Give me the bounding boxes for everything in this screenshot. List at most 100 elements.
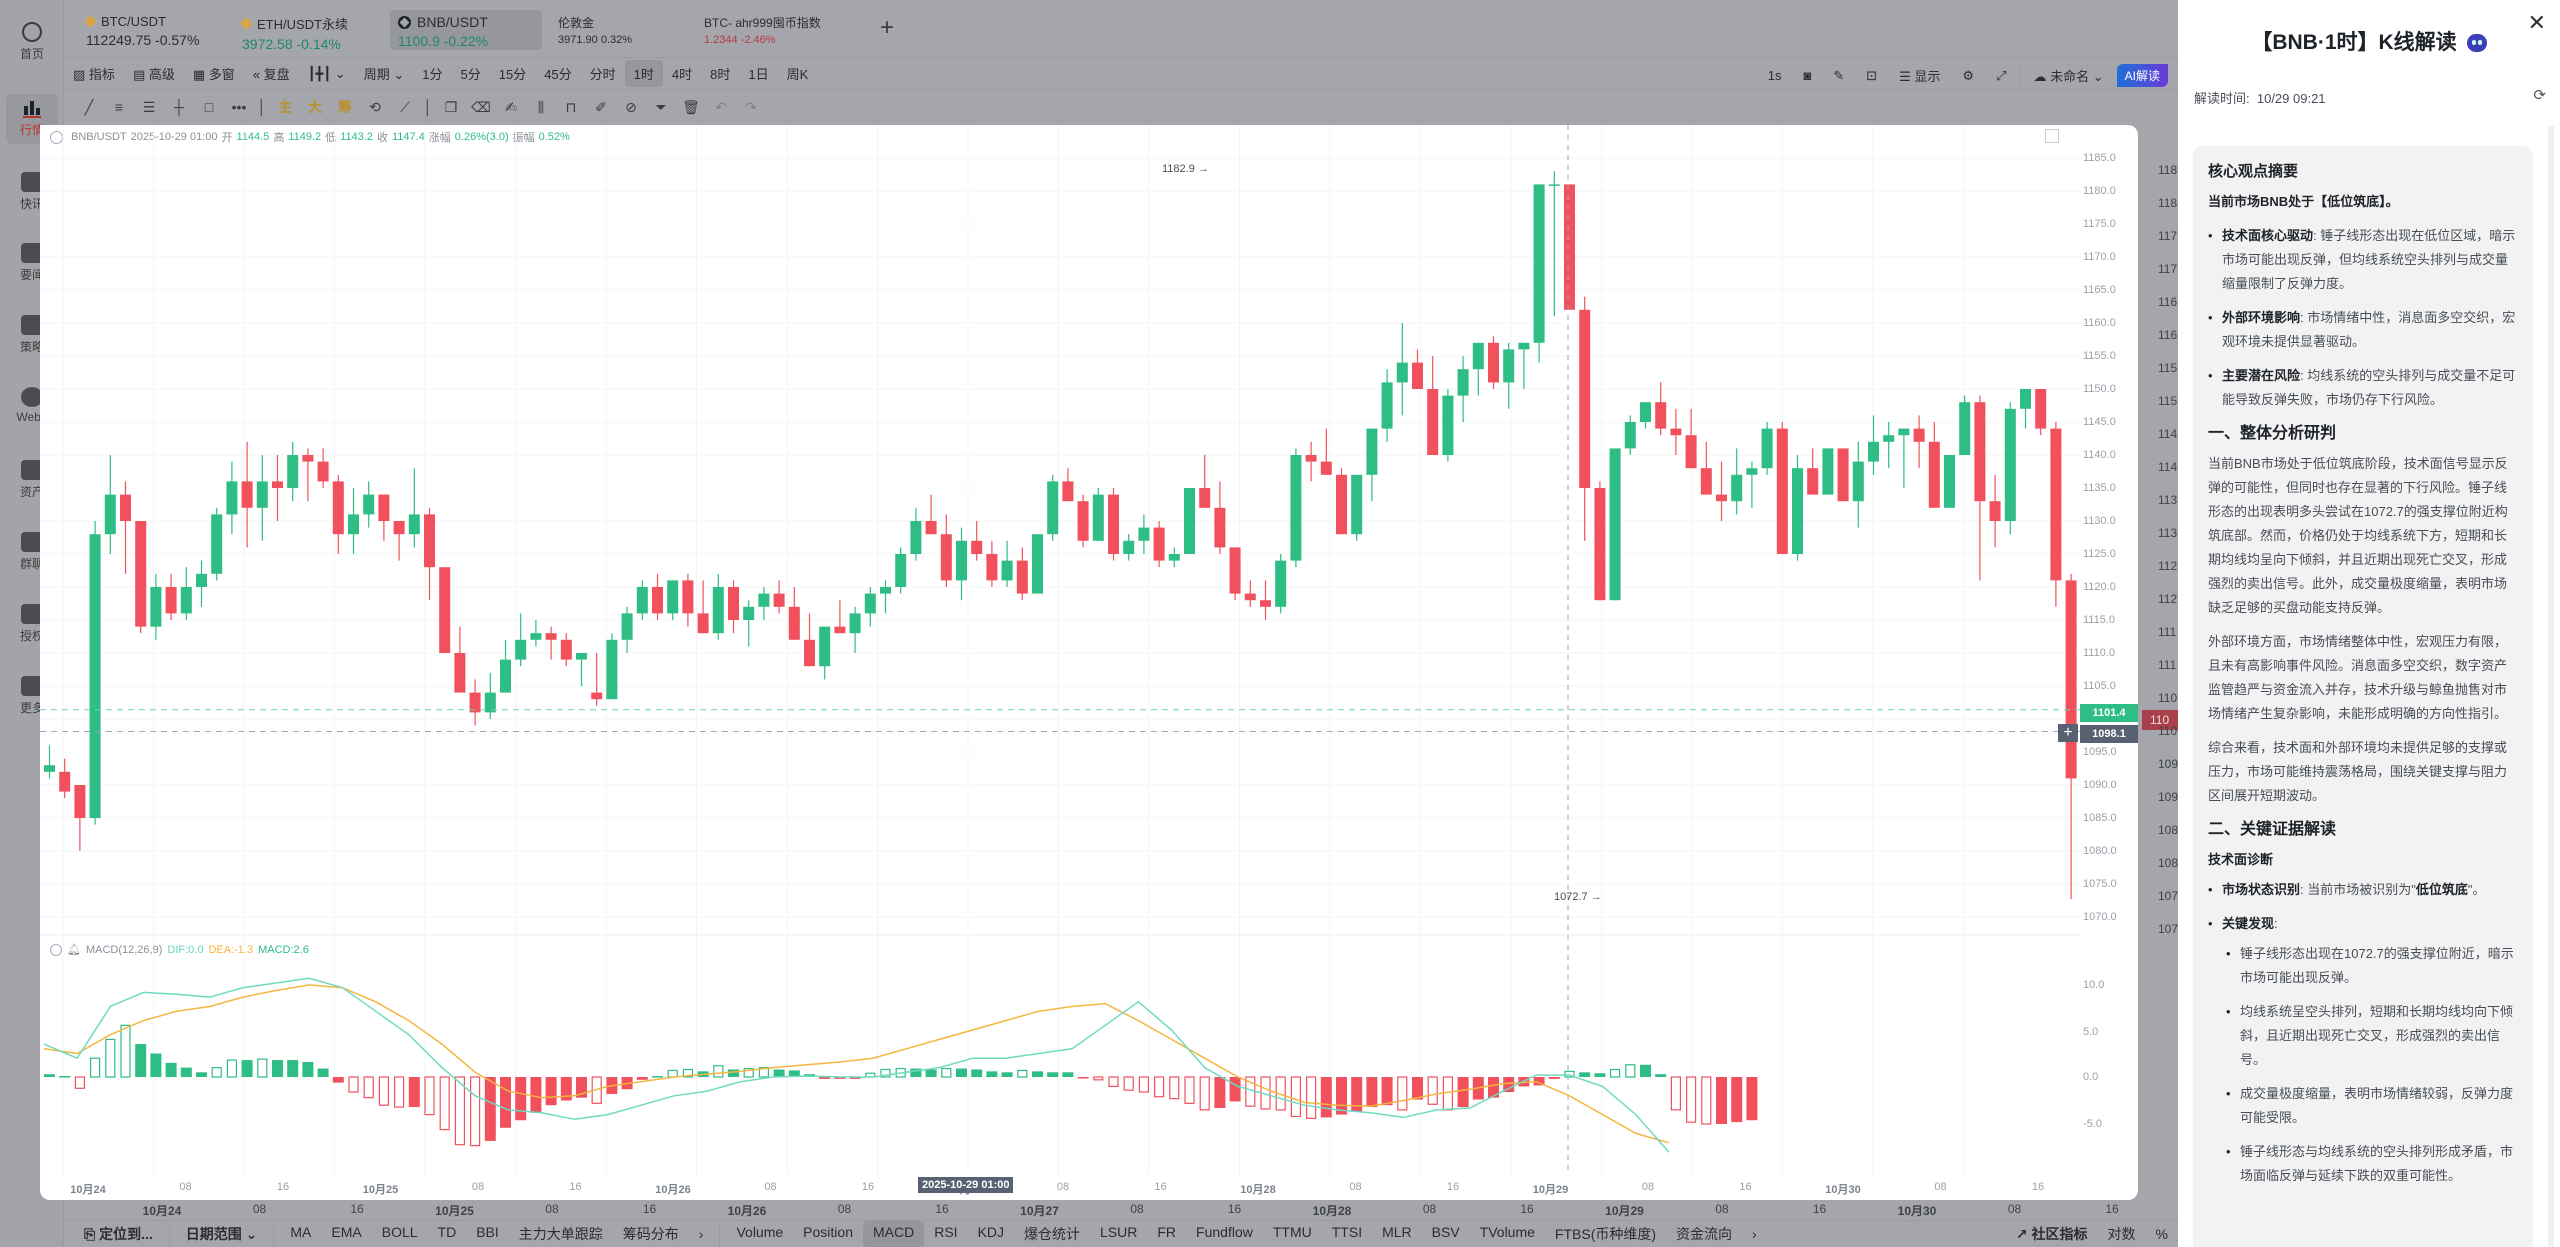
ticker-tab-bnb[interactable]: BNB/USDT 1100.9 -0.22% (390, 10, 542, 50)
interval-1w[interactable]: 周K (786, 67, 809, 82)
sidebar-item-web3[interactable]: Web3 (0, 387, 64, 424)
ticker-tab-ahr999[interactable]: BTC- ahr999囤币指数 1.2344 -2.46% (704, 16, 821, 46)
ticker-tab-btc[interactable]: BTC/USDT 112249.75 -0.57% (84, 14, 200, 48)
interval-timeline[interactable]: 分时 (589, 67, 616, 82)
parallel-lines-icon[interactable]: ≡ (114, 99, 124, 115)
percent-scale-toggle[interactable]: % (2155, 1226, 2168, 1242)
sub-indicator-rsi[interactable]: RSI (934, 1224, 958, 1240)
sub-indicator-lsur[interactable]: LSUR (1100, 1224, 1138, 1240)
eraser-icon[interactable]: ⌫ (471, 98, 491, 115)
display-button[interactable]: ☰ 显示 (1899, 69, 1941, 84)
sidebar-item-strategy[interactable]: 策略 (0, 315, 64, 355)
fullscreen-icon[interactable]: ⤢ (1996, 67, 2007, 83)
sidebar-item-chat[interactable]: 群聊 (0, 532, 64, 572)
log-scale-toggle[interactable]: 对数 (2107, 1226, 2136, 1242)
horizontal-line-icon[interactable]: ┼ (174, 99, 184, 115)
main-indicator-0[interactable]: MA (290, 1224, 312, 1240)
sub-indicator-volume[interactable]: Volume (736, 1224, 784, 1240)
chart-type-dropdown[interactable]: ┃╋┃ ⌄ (299, 62, 355, 86)
sub-indicator-kdj[interactable]: KDJ (977, 1224, 1005, 1240)
undo-icon[interactable]: ↶ (715, 98, 727, 115)
sub-indicator-fr[interactable]: FR (1157, 1224, 1177, 1240)
main-indicator-3[interactable]: TD (437, 1224, 457, 1240)
ticker-tab-london-gold[interactable]: 伦敦金 3971.90 0.32% (558, 16, 633, 46)
expand-icon[interactable] (2045, 129, 2059, 143)
filter-icon[interactable]: ⏷ (655, 98, 667, 115)
main-indicator-1[interactable]: EMA (331, 1224, 362, 1240)
chip-toggle[interactable]: 筹 (338, 99, 352, 115)
bell-icon[interactable]: 🔔︎ (67, 944, 81, 956)
sub-indicator-bsv[interactable]: BSV (1431, 1224, 1460, 1240)
redo-icon[interactable]: ↷ (745, 98, 757, 115)
add-alert-plus-icon[interactable]: + (2058, 724, 2078, 742)
time-axis[interactable]: 10月24081610月25081610月26081610月27081610月2… (40, 1175, 2080, 1197)
sub-indicator-tvolume[interactable]: TVolume (1479, 1224, 1535, 1240)
sub-indicator-爆仓统计[interactable]: 爆仓统计 (1024, 1226, 1081, 1242)
sub-indicators-next-icon[interactable]: › (1752, 1226, 1757, 1242)
refresh-icon[interactable]: ⟳ (2533, 87, 2546, 104)
camera-icon[interactable]: ◙ (1803, 68, 1812, 83)
pencil-icon[interactable]: ✎ (1833, 67, 1845, 83)
brush-icon[interactable]: ✍ (505, 98, 517, 115)
sub-indicator-ttmu[interactable]: TTMU (1272, 1224, 1312, 1240)
sidebar-item-home[interactable]: 首页 (0, 22, 64, 62)
period-dropdown[interactable]: 周期 ⌄ (363, 67, 405, 82)
panel-scrollbar[interactable] (2548, 126, 2554, 1247)
ai-interpret-button[interactable]: AI解读 (2116, 64, 2168, 87)
interval-1h[interactable]: 1时 (624, 60, 663, 87)
main-indicator-4[interactable]: BBI (476, 1224, 499, 1240)
close-icon[interactable]: ✕ (2527, 10, 2546, 35)
sub-indicator-ftbs(币种维度)[interactable]: FTBS(币种维度) (1554, 1226, 1657, 1242)
sub-indicator-资金流向[interactable]: 资金流向 (1676, 1226, 1733, 1242)
advanced-button[interactable]: ▤ 高级 (132, 67, 175, 82)
replay-button[interactable]: « 复盘 (252, 67, 290, 82)
interval-45m[interactable]: 45分 (544, 67, 572, 82)
copy-icon[interactable]: ❐ (444, 98, 458, 115)
interval-8h[interactable]: 8时 (710, 67, 731, 82)
measure-icon[interactable]: ⟋ (400, 98, 410, 115)
sidebar-item-authorize[interactable]: 授权 (0, 604, 64, 644)
sub-indicator-position[interactable]: Position (803, 1224, 853, 1240)
rectangle-icon[interactable]: □ (204, 99, 214, 115)
big-order-toggle[interactable]: 大 (308, 99, 322, 115)
sub-indicator-ttsi[interactable]: TTSI (1331, 1224, 1363, 1240)
interval-4h[interactable]: 4时 (671, 67, 693, 82)
chart-card[interactable]: BNB/USDT 2025-10-29 01:00 开 1144.5 高 1149.… (40, 125, 2138, 1200)
lock-bars-icon[interactable]: ⫼ (537, 98, 545, 115)
indicator-button[interactable]: ▨ 指标 (73, 67, 115, 82)
multi-window-button[interactable]: ▦ 多窗 (192, 67, 235, 82)
main-indicator-6[interactable]: 筹码分布 (622, 1226, 679, 1242)
date-range-dropdown[interactable]: 日期范围 ⌄ (185, 1226, 258, 1242)
candlestick-chart[interactable] (40, 125, 2080, 1175)
sidebar-item-assets[interactable]: 资产 (0, 460, 64, 500)
add-window-icon[interactable]: ⊡ (1866, 67, 1878, 83)
main-indicators-next-icon[interactable]: › (698, 1226, 704, 1242)
locate-button[interactable]: ⎘ 定位到... (84, 1226, 153, 1242)
price-axis[interactable]: 1185.0 1180.0 1175.0 1170.0 1165.0 1160.0 1155… (2083, 125, 2138, 1175)
main-indicator-2[interactable]: BOLL (381, 1224, 418, 1240)
sub-indicator-fundflow[interactable]: Fundflow (1196, 1224, 1253, 1240)
layout-name-dropdown[interactable]: ☁ 未命名 ⌄ (2033, 69, 2104, 84)
collapse-chevron-icon[interactable] (50, 943, 62, 956)
sync-icon[interactable]: ⟲ (369, 98, 381, 115)
community-indicators-button[interactable]: ↗ 社区指标 (2015, 1226, 2088, 1242)
sidebar-item-news[interactable]: 要闻 (0, 243, 64, 283)
more-dots-icon[interactable]: ••• (231, 99, 247, 115)
fib-lines-icon[interactable]: ☰ (142, 98, 156, 115)
add-tab-plus-icon[interactable]: + (880, 14, 895, 41)
trend-line-icon[interactable]: ╱ (84, 98, 94, 115)
sub-indicator-macd[interactable]: MACD (862, 1221, 925, 1247)
interval-15m[interactable]: 15分 (498, 67, 527, 82)
main-force-toggle[interactable]: 主 (278, 99, 292, 115)
interval-5m[interactable]: 5分 (460, 67, 481, 82)
sidebar-item-flash[interactable]: 快讯 (0, 172, 64, 212)
note-icon[interactable]: ✐ (595, 98, 607, 115)
magnet-icon[interactable]: ⊘ (625, 98, 637, 115)
interval-1m[interactable]: 1分 (422, 67, 443, 82)
settings-gear-icon[interactable]: ⚙ (1962, 67, 1975, 83)
interval-1d[interactable]: 1日 (748, 67, 769, 82)
ticker-tab-eth[interactable]: ETH/USDT永续 3972.58 -0.14% (240, 17, 349, 52)
main-indicator-5[interactable]: 主力大单跟踪 (518, 1226, 603, 1242)
sidebar-item-more[interactable]: 更多 (0, 676, 64, 716)
refresh-rate[interactable]: 1s (1767, 68, 1782, 83)
